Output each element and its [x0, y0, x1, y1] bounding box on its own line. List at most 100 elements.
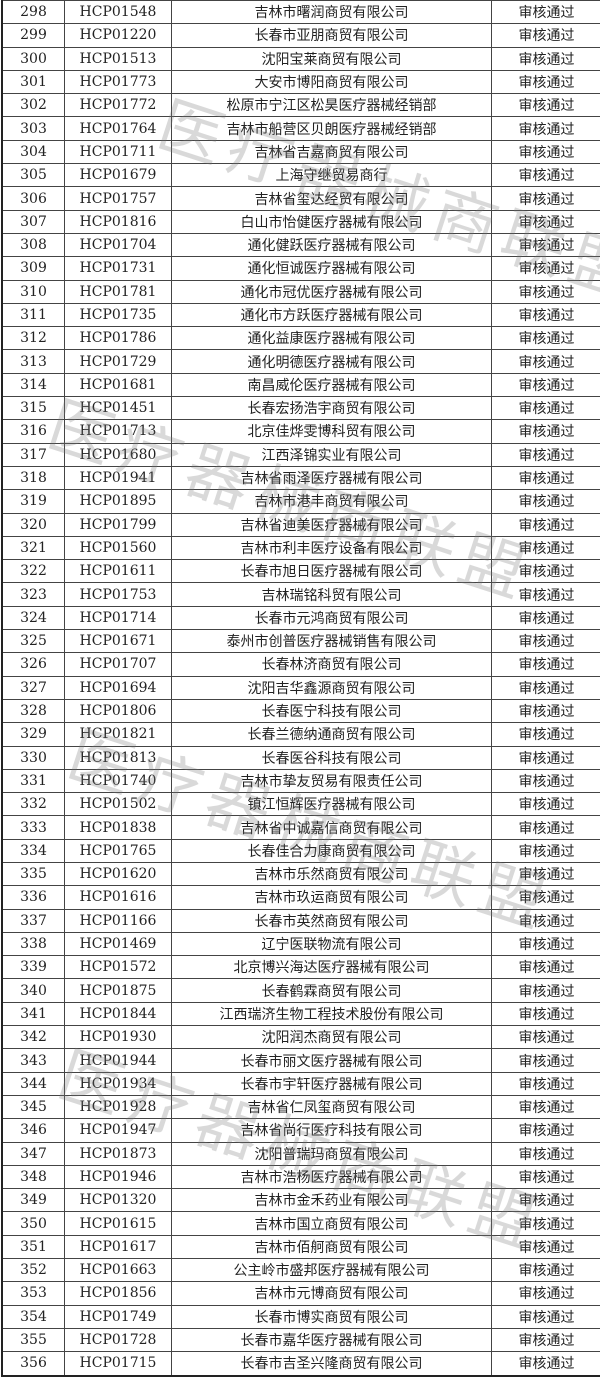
status-text: 审核通过 — [491, 815, 600, 840]
table-row: 316 HCP01713 北京佳烨雯博科贸有限公司 审核通过 — [1, 419, 600, 444]
license-code: HCP01671 — [64, 629, 172, 654]
table-row: 338 HCP01469 辽宁医联物流有限公司 审核通过 — [1, 931, 600, 957]
company-name: 长春市亚朋商贸有限公司 — [171, 23, 492, 48]
row-number: 330 — [1, 745, 65, 770]
status-text: 审核通过 — [491, 396, 600, 421]
row-number: 304 — [1, 139, 65, 165]
company-name: 江西瑞济生物工程技术股份有限公司 — [171, 1001, 492, 1027]
row-number: 336 — [1, 885, 65, 910]
row-number: 308 — [1, 232, 65, 258]
status-text: 审核通过 — [491, 1327, 600, 1353]
status-text: 审核通过 — [491, 69, 600, 95]
license-code: HCP01617 — [64, 1234, 172, 1260]
status-text: 审核通过 — [491, 186, 600, 211]
row-number: 317 — [1, 442, 65, 467]
row-number: 312 — [1, 326, 65, 351]
row-number: 326 — [1, 652, 65, 677]
company-name: 北京博兴海达医疗器械有限公司 — [171, 955, 492, 980]
company-name: 江西泽锦实业有限公司 — [171, 442, 492, 467]
company-name: 沈阳普瑞玛商贸有限公司 — [171, 1141, 492, 1166]
table-row: 307 HCP01816 白山市怡健医疗器械有限公司 审核通过 — [1, 209, 600, 234]
license-code: HCP01663 — [64, 1258, 172, 1283]
table-row: 341 HCP01844 江西瑞济生物工程技术股份有限公司 审核通过 — [1, 1001, 600, 1027]
table-row: 300 HCP01513 沈阳宝莱商贸有限公司 审核通过 — [1, 46, 600, 71]
row-number: 354 — [1, 1304, 65, 1329]
status-text: 审核通过 — [491, 838, 600, 863]
table-row: 346 HCP01947 吉林省尚行医疗科技有限公司 审核通过 — [1, 1118, 600, 1143]
license-code: HCP01928 — [64, 1094, 172, 1120]
row-number: 356 — [1, 1351, 65, 1377]
row-number: 313 — [1, 349, 65, 374]
license-code: HCP01320 — [64, 1188, 172, 1213]
status-text: 审核通过 — [491, 442, 600, 467]
table-row: 344 HCP01934 长春市宇轩医疗器械有限公司 审核通过 — [1, 1071, 600, 1096]
row-number: 341 — [1, 1001, 65, 1027]
row-number: 319 — [1, 489, 65, 514]
license-code: HCP01704 — [64, 232, 172, 258]
company-name: 吉林市曙润商贸有限公司 — [171, 0, 492, 25]
row-number: 342 — [1, 1025, 65, 1050]
status-text: 审核通过 — [491, 1258, 600, 1283]
company-name: 上海守继贸易商行 — [171, 163, 492, 188]
status-text: 审核通过 — [491, 559, 600, 584]
company-name: 松原市宁江区松昊医疗器械经销部 — [171, 93, 492, 118]
status-text: 审核通过 — [491, 1071, 600, 1096]
row-number: 335 — [1, 861, 65, 887]
license-code: HCP01813 — [64, 745, 172, 770]
company-name: 吉林市挚友贸易有限责任公司 — [171, 768, 492, 794]
status-text: 审核通过 — [491, 1234, 600, 1260]
license-code: HCP01729 — [64, 349, 172, 374]
status-text: 审核通过 — [491, 1281, 600, 1306]
row-number: 347 — [1, 1141, 65, 1166]
license-code: HCP01711 — [64, 139, 172, 165]
row-number: 349 — [1, 1188, 65, 1213]
table-row: 306 HCP01757 吉林省玺达经贸有限公司 审核通过 — [1, 186, 600, 211]
license-code: HCP01930 — [64, 1025, 172, 1050]
row-number: 302 — [1, 93, 65, 118]
table-row: 305 HCP01679 上海守继贸易商行 审核通过 — [1, 163, 600, 188]
company-name: 吉林省迪美医疗器械有限公司 — [171, 512, 492, 537]
company-name: 长春兰德纳通商贸有限公司 — [171, 722, 492, 747]
status-text: 审核通过 — [491, 582, 600, 607]
table-row: 332 HCP01502 镇江恒辉医疗器械有限公司 审核通过 — [1, 792, 600, 817]
license-code: HCP01816 — [64, 209, 172, 234]
row-number: 346 — [1, 1118, 65, 1143]
row-number: 334 — [1, 838, 65, 863]
company-name: 长春市丽文医疗器械有限公司 — [171, 1048, 492, 1073]
license-code: HCP01856 — [64, 1281, 172, 1306]
company-name: 北京佳烨雯博科贸有限公司 — [171, 419, 492, 444]
table-row: 352 HCP01663 公主岭市盛邦医疗器械有限公司 审核通过 — [1, 1258, 600, 1283]
status-text: 审核通过 — [491, 1001, 600, 1027]
status-text: 审核通过 — [491, 978, 600, 1003]
table-row: 324 HCP01714 长春市元鸿商贸有限公司 审核通过 — [1, 605, 600, 631]
company-name: 长春宏扬浩宇商贸有限公司 — [171, 396, 492, 421]
company-name: 吉林省仁凤玺商贸有限公司 — [171, 1094, 492, 1120]
status-text: 审核通过 — [491, 1211, 600, 1236]
table-row: 303 HCP01764 吉林市船营区贝朗医疗器械经销部 审核通过 — [1, 116, 600, 141]
row-number: 324 — [1, 605, 65, 631]
company-name: 通化益康医疗器械有限公司 — [171, 326, 492, 351]
license-code: HCP01680 — [64, 442, 172, 467]
status-text: 审核通过 — [491, 931, 600, 957]
table-row: 298 HCP01548 吉林市曙润商贸有限公司 审核通过 — [1, 0, 600, 25]
company-name: 长春市嘉华医疗器械有限公司 — [171, 1327, 492, 1353]
status-text: 审核通过 — [491, 675, 600, 700]
table-row: 310 HCP01781 通化市冠优医疗器械有限公司 审核通过 — [1, 279, 600, 304]
status-text: 审核通过 — [491, 1141, 600, 1166]
table-row: 317 HCP01680 江西泽锦实业有限公司 审核通过 — [1, 442, 600, 467]
status-text: 审核通过 — [491, 209, 600, 234]
row-number: 329 — [1, 722, 65, 747]
company-name: 沈阳润杰商贸有限公司 — [171, 1025, 492, 1050]
row-number: 310 — [1, 279, 65, 304]
license-code: HCP01611 — [64, 559, 172, 584]
row-number: 321 — [1, 535, 65, 561]
row-number: 353 — [1, 1281, 65, 1306]
status-text: 审核通过 — [491, 139, 600, 165]
status-text: 审核通过 — [491, 908, 600, 933]
license-code: HCP01731 — [64, 256, 172, 281]
company-name: 通化明德医疗器械有限公司 — [171, 349, 492, 374]
status-text: 审核通过 — [491, 745, 600, 770]
status-text: 审核通过 — [491, 768, 600, 794]
row-number: 311 — [1, 302, 65, 328]
